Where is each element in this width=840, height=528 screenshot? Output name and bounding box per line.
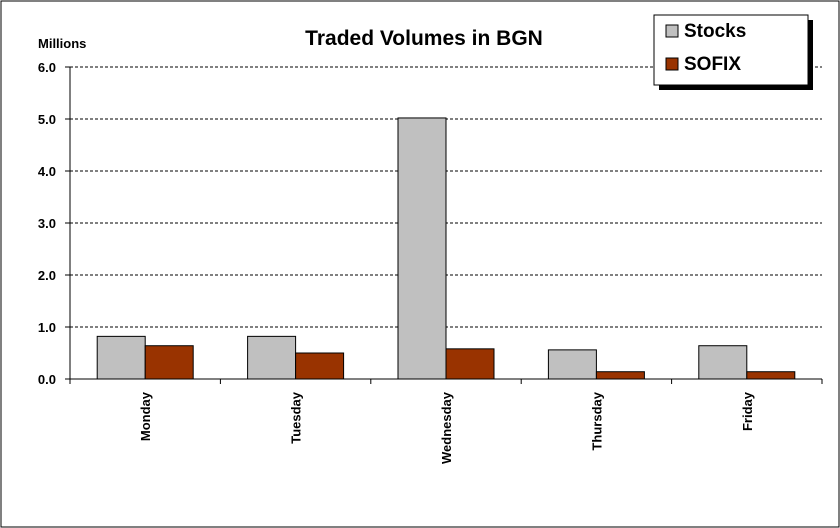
bar-sofix-thursday	[595, 371, 645, 380]
x-tick-label-monday: Monday	[138, 391, 153, 441]
legend-box	[653, 14, 809, 86]
bar-stocks-monday	[96, 335, 146, 380]
bars	[96, 117, 796, 380]
y-tick-label-6: 6.0	[38, 60, 56, 75]
legend: Stocks SOFIX	[653, 14, 813, 90]
bar-sofix-wednesday	[445, 348, 495, 380]
bar-sofix-tuesday	[295, 352, 345, 380]
legend-swatch-sofix	[665, 57, 679, 71]
bar-sofix-monday	[144, 345, 194, 380]
bar-stocks-friday	[698, 345, 748, 380]
bar-stocks-tuesday	[247, 335, 297, 380]
chart-title: Traded Volumes in BGN	[305, 27, 543, 50]
x-tick-label-thursday: Thursday	[589, 391, 604, 450]
y-tick-label-4: 4.0	[38, 164, 56, 179]
y-tick-label-1: 1.0	[38, 320, 56, 335]
legend-label-stocks: Stocks	[684, 21, 746, 42]
y-tick-label-2: 2.0	[38, 268, 56, 283]
bar-sofix-friday	[746, 371, 796, 380]
x-tick-label-tuesday: Tuesday	[289, 391, 304, 444]
y-tick-label-0: 0.0	[38, 372, 56, 387]
bar-stocks-thursday	[547, 349, 597, 380]
unit-label: Millions	[38, 36, 86, 51]
legend-label-sofix: SOFIX	[684, 54, 741, 75]
x-tick-label-friday: Friday	[740, 391, 755, 431]
axes: 0.0 1.0 2.0 3.0 4.0 5.0 6.0 Monday Tuesday Wednes…	[38, 60, 823, 464]
legend-swatch-stocks	[665, 24, 679, 38]
y-tick-label-5: 5.0	[38, 112, 56, 127]
bar-stocks-wednesday	[397, 117, 447, 380]
y-tick-label-3: 3.0	[38, 216, 56, 231]
x-tick-label-wednesday: Wednesday	[439, 391, 454, 464]
